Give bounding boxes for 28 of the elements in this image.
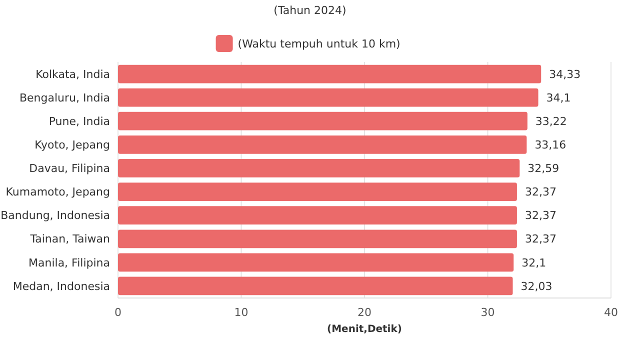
y-tick-label: Kyoto, Jepang bbox=[34, 138, 110, 152]
x-tick-label: 20 bbox=[358, 306, 372, 319]
data-label: 32,37 bbox=[524, 209, 556, 222]
x-axis-title: (Menit,Detik) bbox=[327, 324, 402, 335]
data-label: 34,33 bbox=[549, 68, 581, 81]
x-tick-label: 10 bbox=[234, 306, 248, 319]
y-tick-label: Davau, Filipina bbox=[29, 162, 110, 176]
x-tick-label: 30 bbox=[480, 306, 495, 319]
y-tick-label: Tainan, Taiwan bbox=[29, 232, 110, 246]
data-label: 34,1 bbox=[546, 91, 571, 104]
y-tick-label: Pune, India bbox=[48, 114, 110, 128]
y-tick-label: Manila, Filipina bbox=[28, 256, 110, 270]
data-label: 32,03 bbox=[520, 280, 552, 293]
x-tick-label: 0 bbox=[114, 306, 122, 319]
y-tick-label: Medan, Indonesia bbox=[12, 280, 110, 293]
y-tick-label: Kumamoto, Jepang bbox=[6, 186, 110, 199]
chart-title: (Tahun 2024) bbox=[274, 4, 346, 17]
data-label: 32,37 bbox=[524, 232, 556, 246]
x-tick-label: 40 bbox=[604, 306, 618, 319]
data-label: 33,16 bbox=[534, 138, 566, 152]
y-tick-label: Bandung, Indonesia bbox=[0, 209, 110, 222]
legend-label: (Waktu tempuh untuk 10 km) bbox=[238, 37, 400, 50]
y-tick-label: Bengaluru, India bbox=[19, 91, 110, 104]
data-label: 33,22 bbox=[535, 114, 567, 128]
data-label: 32,1 bbox=[522, 256, 546, 270]
y-tick-label: Kolkata, India bbox=[36, 68, 110, 81]
data-label: 32,59 bbox=[528, 162, 560, 176]
data-label: 32,37 bbox=[524, 186, 556, 199]
